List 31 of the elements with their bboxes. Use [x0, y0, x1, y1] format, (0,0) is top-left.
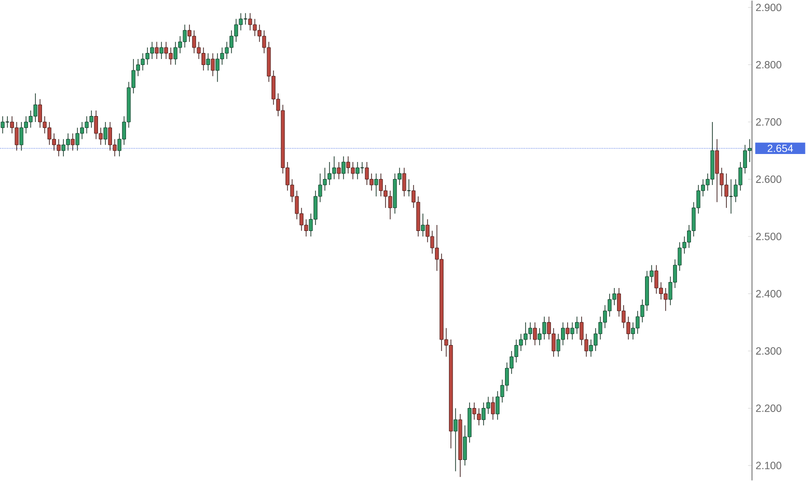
y-tick-label: 2.900 [756, 4, 782, 12]
candlestick [103, 122, 108, 146]
candlestick [420, 213, 425, 237]
candlestick [108, 122, 112, 151]
candlestick [454, 408, 458, 472]
y-tick-label: 2.700 [756, 118, 782, 126]
candlestick [490, 396, 495, 420]
y-tick-label: 2.600 [756, 176, 782, 183]
candlestick [154, 41, 159, 60]
candlestick [243, 12, 248, 25]
candlestick [70, 133, 75, 151]
candlestick [5, 116, 10, 128]
candlestick [566, 322, 570, 340]
y-tick-label: 2.400 [756, 290, 782, 298]
candlestick [728, 178, 734, 214]
candlestick [210, 52, 215, 77]
y-tick-label: 2.800 [756, 61, 782, 68]
y-tick-label: 2.300 [756, 347, 782, 355]
candlestick [0, 116, 5, 134]
candlestick [406, 178, 412, 197]
candlestick [533, 322, 537, 346]
candlestick [160, 41, 164, 60]
candlestick [336, 162, 341, 180]
candlestick [374, 173, 378, 197]
y-tick-label: 2.500 [756, 232, 782, 240]
y-tick-label: 2.100 [756, 462, 782, 470]
candlestick [206, 52, 210, 71]
ref-line-label: 2.654 [768, 144, 793, 152]
y-tick-label: 2.200 [756, 404, 782, 412]
candlestick [402, 167, 406, 197]
candlestick [342, 156, 346, 180]
